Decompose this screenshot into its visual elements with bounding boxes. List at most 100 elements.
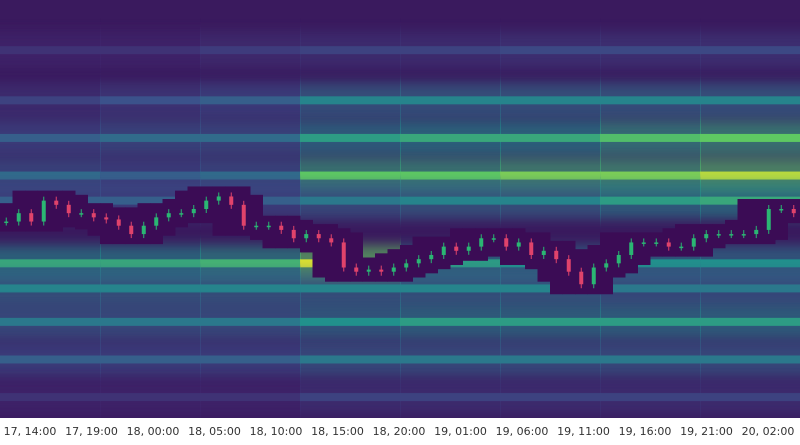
candle-body — [116, 219, 121, 226]
candle-body — [554, 250, 559, 260]
candle-body — [191, 209, 196, 214]
heat-cell — [300, 317, 401, 326]
candle-body — [566, 259, 571, 272]
heat-cell — [200, 46, 301, 55]
candle-body — [29, 213, 34, 222]
heat-cell — [700, 284, 800, 293]
candle-body — [329, 238, 334, 243]
x-tick-label: 19, 21:00 — [680, 425, 733, 438]
candle-body — [66, 204, 71, 214]
heat-cell — [700, 46, 800, 55]
heat-cell — [600, 284, 701, 293]
heat-cell — [100, 171, 201, 180]
heat-cell — [600, 46, 701, 55]
heat-cell — [200, 393, 301, 402]
heat-cell — [400, 355, 501, 364]
heat-cell — [200, 133, 301, 142]
price-range-shade — [262, 215, 276, 249]
x-tick-label: 18, 00:00 — [127, 425, 180, 438]
candle-body — [304, 234, 309, 239]
heat-cell — [200, 96, 301, 105]
heat-cell — [300, 133, 401, 142]
candle-body — [104, 217, 109, 220]
heat-cell — [0, 46, 101, 55]
candle-body — [141, 225, 146, 235]
heat-cell — [600, 96, 701, 105]
x-tick-label: 19, 01:00 — [434, 425, 487, 438]
candle-body — [641, 242, 646, 244]
candle-body — [754, 229, 759, 235]
candle-body — [704, 234, 709, 239]
candle-body — [404, 263, 409, 268]
candle-body — [416, 259, 421, 264]
candle-body — [479, 238, 484, 247]
candle-body — [266, 225, 271, 228]
price-range-shade — [325, 224, 338, 282]
heat-cell — [500, 46, 601, 55]
candle-body — [41, 200, 46, 222]
heatmap — [0, 0, 800, 418]
candle-body — [316, 234, 321, 239]
candle-body — [391, 267, 396, 272]
x-tick-label: 19, 06:00 — [496, 425, 549, 438]
price-range-shade — [50, 190, 63, 232]
heat-cell — [700, 259, 800, 268]
candle-body — [604, 263, 609, 268]
candle-body — [204, 200, 209, 209]
candle-body — [441, 246, 446, 255]
x-tick-label: 18, 10:00 — [250, 425, 303, 438]
heat-cell — [700, 133, 800, 142]
candle-body — [129, 225, 134, 235]
candle-body — [516, 242, 521, 247]
heat-cell — [600, 317, 701, 326]
candle-body — [366, 269, 371, 272]
candle-body — [54, 200, 59, 205]
heat-cell — [600, 133, 701, 142]
heat-cell — [300, 355, 401, 364]
price-range-shade — [775, 199, 788, 240]
candle-body — [716, 234, 721, 236]
candle-body — [279, 225, 284, 230]
heat-cell — [500, 355, 601, 364]
heat-cell — [100, 317, 201, 326]
price-range-shade — [750, 199, 763, 245]
heat-cell — [600, 196, 701, 205]
heat-cell — [700, 171, 800, 180]
heat-cell — [0, 317, 101, 326]
heat-cell — [400, 393, 501, 402]
heat-cell — [300, 171, 401, 180]
candle-body — [491, 238, 496, 240]
candle-body — [654, 242, 659, 244]
heat-cell — [100, 284, 201, 293]
heat-cell — [300, 46, 401, 55]
heat-cell — [500, 96, 601, 105]
candle-body — [591, 267, 596, 285]
candle-body — [216, 196, 221, 201]
heat-cell — [200, 259, 301, 268]
candle-body — [241, 204, 246, 226]
candle-body — [629, 242, 634, 255]
candle-body — [766, 209, 771, 230]
candle-body — [154, 217, 159, 226]
candle-body — [779, 209, 784, 211]
heat-cell — [200, 317, 301, 326]
x-tick-label: 17, 14:00 — [4, 425, 57, 438]
candle-body — [91, 213, 96, 218]
candle-body — [166, 213, 171, 218]
candle-body — [379, 269, 384, 272]
heat-cell — [700, 355, 800, 364]
candle-body — [429, 254, 434, 260]
heat-cell — [0, 133, 101, 142]
price-range-shade — [737, 199, 751, 245]
heat-cell — [300, 196, 401, 205]
heat-cell — [400, 133, 501, 142]
heat-cell — [400, 46, 501, 55]
x-tick-label: 19, 11:00 — [557, 425, 610, 438]
candle-body — [679, 246, 684, 249]
candle-body — [791, 209, 796, 214]
heat-cell — [700, 393, 800, 402]
price-range-shade — [487, 228, 501, 257]
candle-body — [729, 234, 734, 236]
heat-cell — [400, 196, 501, 205]
